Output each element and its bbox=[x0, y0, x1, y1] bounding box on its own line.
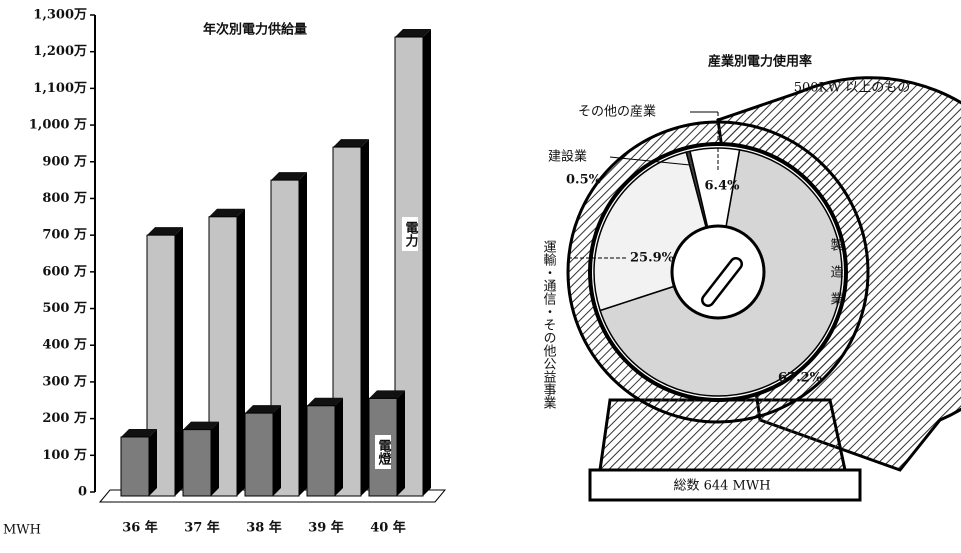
bar-side bbox=[335, 397, 343, 496]
value-label: 67.2% bbox=[778, 371, 823, 386]
value-label: 0.5% bbox=[566, 173, 602, 188]
y-tick-label: 1,000 万 bbox=[29, 118, 87, 133]
y-tick-label: 700 万 bbox=[42, 228, 87, 243]
y-tick-label: 600 万 bbox=[42, 264, 87, 279]
bar-top bbox=[147, 227, 183, 236]
y-tick-label: 800 万 bbox=[42, 191, 87, 206]
y-tick-label: 1,200万 bbox=[33, 44, 87, 59]
x-tick-label: 38 年 bbox=[246, 520, 282, 536]
bar bbox=[306, 405, 336, 497]
pie-slice bbox=[689, 147, 741, 273]
shaft-core bbox=[703, 259, 741, 305]
y-tick-label: 1,300万 bbox=[33, 8, 87, 23]
bar-top bbox=[369, 390, 405, 399]
y-axis-label: MWH bbox=[3, 523, 41, 538]
hub bbox=[670, 224, 766, 320]
bar-side bbox=[397, 390, 405, 496]
y-tick-label: 900 万 bbox=[42, 154, 87, 169]
bar bbox=[146, 234, 176, 497]
bar-top bbox=[121, 428, 157, 437]
bar-side bbox=[273, 405, 281, 496]
x-tick-label: 39 年 bbox=[308, 520, 344, 536]
legend-bg bbox=[402, 217, 418, 252]
bar-top bbox=[333, 139, 369, 148]
series-label: 電燈 bbox=[376, 439, 392, 466]
y-tick-label: 400 万 bbox=[42, 338, 87, 353]
y-tick-label: 1,100万 bbox=[33, 81, 87, 96]
bar-top bbox=[271, 172, 307, 181]
bar bbox=[244, 412, 274, 497]
bar bbox=[120, 436, 150, 497]
bar-top bbox=[209, 208, 245, 217]
series-label: 電力 bbox=[403, 221, 419, 248]
x-tick-label: 36 年 bbox=[122, 520, 158, 536]
category-label: 製造業 bbox=[828, 238, 844, 319]
y-tick-label: 100 万 bbox=[42, 448, 87, 463]
category-label: 建設業 bbox=[548, 149, 587, 165]
bar-side bbox=[299, 172, 307, 496]
y-tick-label: 0 bbox=[78, 485, 87, 500]
pie-note: 総数 644 MWH bbox=[673, 479, 770, 494]
leader bbox=[609, 156, 691, 166]
bar-side bbox=[175, 227, 183, 496]
y-tick-label: 500 万 bbox=[42, 301, 87, 316]
bar-top bbox=[245, 405, 281, 414]
bar-top bbox=[183, 421, 219, 430]
pie-title: 産業別電力使用率 bbox=[708, 54, 812, 70]
legend-bg bbox=[375, 435, 391, 469]
value-label: 25.9% bbox=[630, 251, 675, 266]
pie-subtitle: 500KW 以上のもの bbox=[794, 81, 911, 96]
category-label: その他の産業 bbox=[578, 104, 656, 120]
bar-title: 年次別電力供給量 bbox=[203, 22, 307, 38]
bar bbox=[182, 429, 212, 497]
bar-side bbox=[237, 208, 245, 497]
x-tick-label: 40 年 bbox=[370, 520, 406, 536]
bar-top bbox=[307, 397, 343, 406]
y-tick-label: 200 万 bbox=[42, 411, 87, 426]
bar-side bbox=[423, 29, 431, 497]
bar-side bbox=[211, 421, 219, 496]
bar-side bbox=[361, 139, 369, 497]
category-label: 運輸・通信・その他公益事業 bbox=[541, 240, 557, 409]
x-tick-label: 37 年 bbox=[184, 520, 220, 536]
bar-side bbox=[149, 428, 157, 496]
bar-top bbox=[395, 29, 431, 38]
y-tick-label: 300 万 bbox=[42, 374, 87, 389]
value-label: 6.4% bbox=[705, 179, 741, 194]
